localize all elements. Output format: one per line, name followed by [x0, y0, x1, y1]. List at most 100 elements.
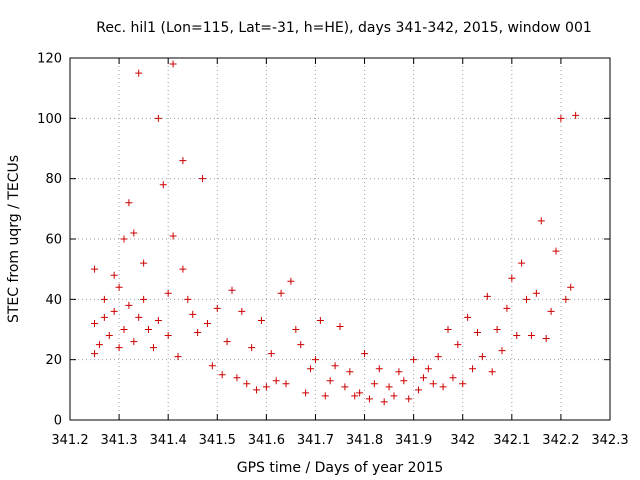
- data-point: [115, 283, 123, 291]
- data-point: [380, 398, 388, 406]
- data-point: [199, 175, 207, 183]
- data-point: [424, 365, 432, 373]
- data-point: [169, 60, 177, 68]
- data-point: [100, 313, 108, 321]
- data-point: [91, 319, 99, 327]
- data-point: [356, 389, 364, 397]
- y-tick-label: 0: [54, 414, 62, 429]
- y-tick-label: 60: [45, 233, 62, 248]
- data-point: [223, 338, 231, 346]
- data-point: [257, 316, 265, 324]
- data-point: [243, 380, 251, 388]
- data-point: [469, 365, 477, 373]
- y-tick-label: 120: [37, 52, 62, 67]
- data-point: [203, 319, 211, 327]
- y-tick-label: 40: [45, 293, 62, 308]
- data-point: [316, 316, 324, 324]
- data-point: [351, 392, 359, 400]
- data-point: [164, 332, 172, 340]
- data-point: [179, 157, 187, 165]
- data-point: [498, 347, 506, 355]
- x-tick-label: 342.1: [493, 433, 530, 448]
- data-point: [410, 356, 418, 364]
- data-point: [331, 362, 339, 370]
- data-point: [365, 395, 373, 403]
- data-point: [213, 304, 221, 312]
- data-point: [341, 383, 349, 391]
- data-point: [262, 383, 270, 391]
- data-point: [159, 181, 167, 189]
- y-tick-label: 20: [45, 353, 62, 368]
- x-tick-label: 341.6: [248, 433, 285, 448]
- data-point: [562, 295, 570, 303]
- x-tick-label: 342.3: [591, 433, 628, 448]
- data-point: [532, 289, 540, 297]
- y-axis-ticks: 0 20 40 60 80 100 120: [37, 52, 610, 429]
- data-point: [110, 307, 118, 315]
- data-point: [307, 365, 315, 373]
- data-point: [419, 374, 427, 382]
- data-point: [464, 313, 472, 321]
- data-point: [459, 380, 467, 388]
- y-axis-label: STEC from uqrg / TECUs: [6, 155, 22, 323]
- data-point: [125, 199, 133, 207]
- data-point: [493, 326, 501, 333]
- data-point: [321, 392, 329, 400]
- y-tick-label: 100: [37, 112, 62, 127]
- data-point: [513, 332, 521, 340]
- data-point: [508, 274, 516, 282]
- x-axis-ticks: 341.2 341.3 341.4 341.5 341.6 341.7 341.8 341.9…: [51, 58, 629, 448]
- data-point: [478, 353, 486, 361]
- data-point: [429, 380, 437, 388]
- data-point: [184, 295, 192, 303]
- data-point: [292, 326, 300, 333]
- data-point: [370, 380, 378, 388]
- y-tick-label: 80: [45, 172, 62, 187]
- data-point: [135, 313, 143, 321]
- data-point: [483, 292, 491, 300]
- data-point: [567, 283, 575, 291]
- data-point: [405, 395, 413, 403]
- data-point: [297, 341, 305, 349]
- data-point: [154, 114, 162, 122]
- x-tick-label: 341.9: [395, 433, 432, 448]
- data-point: [385, 383, 393, 391]
- data-point: [149, 344, 157, 352]
- data-point: [537, 217, 545, 225]
- data-point: [228, 286, 236, 294]
- data-point: [179, 265, 187, 273]
- data-point: [287, 277, 295, 285]
- data-point: [439, 383, 447, 391]
- data-point: [100, 295, 108, 303]
- data-point: [400, 377, 408, 385]
- gridlines: [70, 58, 610, 420]
- x-tick-label: 341.3: [100, 433, 137, 448]
- data-point: [208, 362, 216, 370]
- data-point: [164, 289, 172, 297]
- data-point: [282, 380, 290, 388]
- data-point: [267, 350, 275, 358]
- x-tick-label: 341.5: [199, 433, 236, 448]
- data-point: [542, 335, 550, 343]
- data-point: [233, 374, 241, 382]
- data-point: [434, 353, 442, 361]
- data-point: [95, 341, 103, 349]
- data-point: [189, 310, 197, 318]
- data-point: [336, 322, 344, 330]
- data-point: [115, 344, 123, 352]
- data-point: [248, 344, 256, 352]
- data-point: [91, 350, 99, 358]
- data-point: [361, 350, 369, 358]
- data-point: [557, 114, 565, 122]
- data-point: [375, 365, 383, 373]
- data-point: [105, 332, 113, 340]
- data-point: [130, 229, 138, 237]
- data-point: [120, 235, 128, 243]
- data-point: [346, 368, 354, 376]
- x-tick-label: 341.8: [346, 433, 383, 448]
- data-points: [91, 60, 580, 406]
- data-point: [253, 386, 261, 394]
- data-point: [135, 69, 143, 77]
- data-point: [444, 326, 452, 333]
